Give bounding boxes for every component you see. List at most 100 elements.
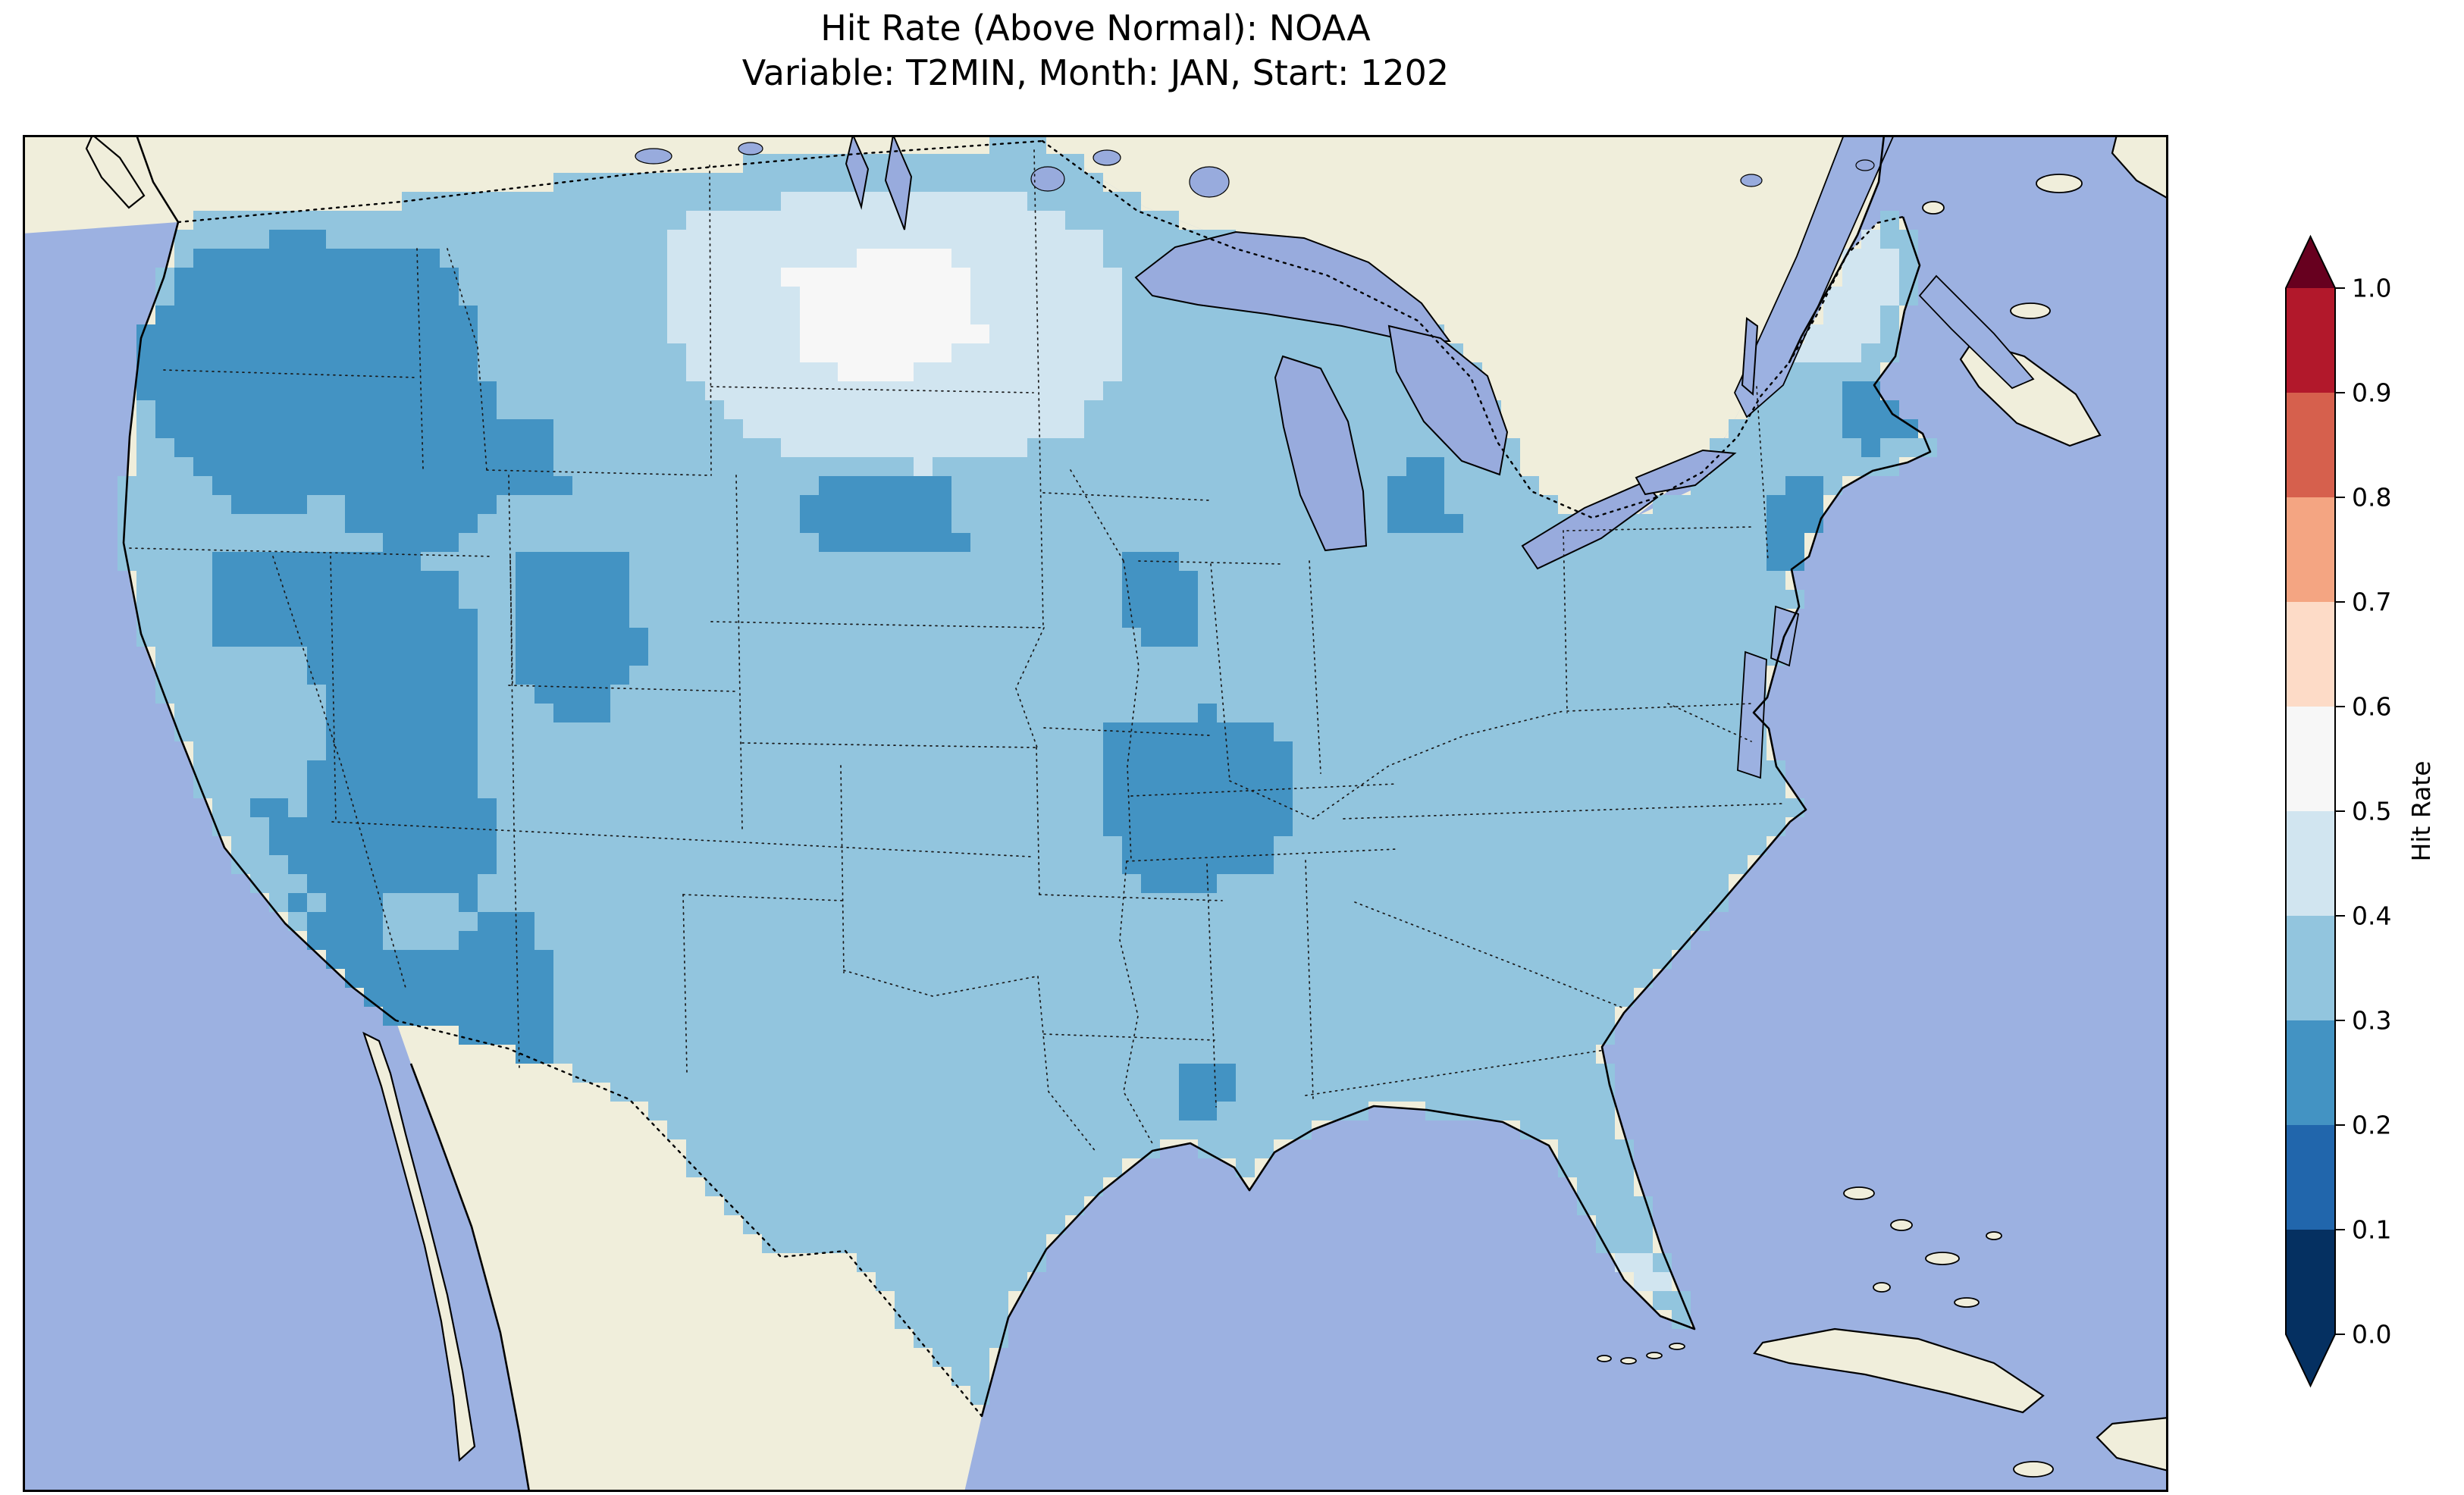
hit-rate-cells [1179,1064,1236,1083]
hit-rate-cells [459,533,819,552]
hit-rate-cells [686,362,838,381]
hit-rate-cells [553,1045,1596,1064]
canadian-lake [1030,166,1065,192]
hit-rate-cells [553,704,610,722]
lake-huron [1387,324,1509,476]
state-border [129,547,494,557]
colorbar-segment [2286,497,2335,602]
hit-rate-cells [478,324,667,343]
colorbar-segment [2286,1125,2335,1230]
hit-rate-cells [1122,855,1274,874]
state-border [1138,560,1284,565]
hit-rate-cells [497,798,1103,817]
hit-rate-cells [648,1102,1179,1120]
hit-rate-cells [155,685,326,704]
hit-rate-cells [478,306,667,324]
hit-rate-cells [1236,1064,1615,1083]
hit-rate-cells [1103,798,1293,817]
hit-rate-cells [1103,760,1293,779]
hit-rate-cells [1198,1139,1274,1158]
hit-rate-cells [914,1329,1008,1348]
hispaniola [2096,1416,2170,1472]
hit-rate-cells [933,1348,989,1367]
state-border [1036,747,1040,895]
hit-rate-cells [307,779,478,798]
hit-rate-cells [478,514,800,533]
small-island [1669,1343,1685,1350]
hit-rate-cells [857,1253,1046,1272]
hit-rate-cells [155,400,497,419]
hit-rate-cells [193,249,440,268]
hit-rate-cells [269,893,288,912]
hit-rate-cells [1217,874,1729,893]
hit-rate-cells [326,950,553,969]
hit-rate-cells [1596,1234,1653,1253]
hit-rate-cells [1785,476,1823,495]
hit-rate-cells [516,571,629,590]
canadian-lake [635,148,672,165]
hit-rate-cells [288,798,307,817]
hit-rate-cells [231,855,288,874]
hit-rate-cells [781,268,970,287]
hit-rate-cells [459,1026,553,1045]
colorbar-segment [2286,916,2335,1020]
state-border [330,556,337,823]
canada-land [23,135,1884,533]
hit-rate-cells [383,533,459,552]
hit-rate-cells [1558,1139,1634,1158]
hit-rate-cells [212,571,459,590]
hit-rate-cells [1634,1272,1672,1291]
hit-rate-cells [1198,590,1804,609]
colorbar-segment [2286,602,2335,707]
canadian-lake [1092,149,1121,166]
lake-champlain [1741,317,1759,396]
hit-rate-cells [307,647,478,666]
hit-rate-cells [1425,1102,1615,1120]
hit-rate-cells [497,836,1122,855]
colorbar-tick-label: 0.7 [2352,588,2391,617]
hit-rate-cells [553,419,743,438]
figure-title-line1: Hit Rate (Above Normal): NOAA [820,8,1371,49]
hit-rate-cells [989,135,1046,154]
hit-rate-cells [174,704,326,722]
hit-rate-cells [1880,324,1899,343]
hit-rate-cells [1274,722,1766,741]
state-border [1033,149,1044,628]
hit-rate-cells [819,476,951,495]
hit-rate-cells [497,400,724,419]
hit-rate-cells [1842,249,1899,268]
hit-rate-cells [136,609,212,628]
hit-rate-cells [193,457,553,476]
hit-rate-cells [212,798,250,817]
hit-rate-cells [724,400,1084,419]
hit-rate-cells [1710,457,1899,476]
state-border [710,621,1045,628]
hit-rate-cells [250,798,288,817]
state-border [1015,627,1045,748]
lake-michigan [1274,355,1368,552]
hit-rate-cells [118,533,383,552]
hit-rate-cells [383,912,478,931]
hit-rate-cells [1293,741,1766,760]
small-island [2010,302,2051,319]
hit-rate-cells [269,230,326,249]
hit-rate-cells [288,855,497,874]
hit-rate-cells [667,306,800,324]
colorbar-area: 1.0 0.9 0.8 0.7 0.6 0.5 0.4 0.3 0.2 0.1 0.0 Hit Rat… [2274,227,2464,1410]
small-island [1646,1352,1663,1359]
hit-rate-cells [1122,836,1274,855]
mexico-gulf-california-east [409,1063,531,1493]
lake-winnipeg [884,132,913,230]
hit-rate-cells [1691,476,1785,495]
hit-rate-cells [288,912,307,931]
small-island [1620,1357,1637,1365]
hit-rate-cells [534,912,1710,931]
hit-rate-cells [1293,760,1785,779]
hit-rate-cells [648,628,1141,647]
hit-rate-cells [478,893,1729,912]
hit-rate-cells [136,571,212,590]
hit-rate-cells [1766,533,1804,552]
hit-rate-cells [1103,817,1293,836]
hit-rate-cells [174,438,553,457]
hit-rate-cells [970,268,1122,287]
